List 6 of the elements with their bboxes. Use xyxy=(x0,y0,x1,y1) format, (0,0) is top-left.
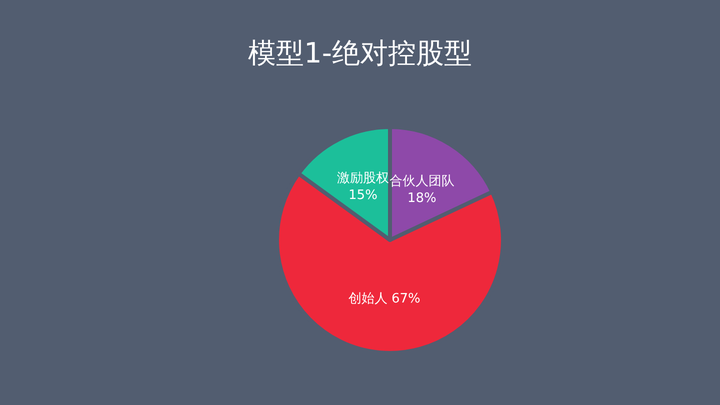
data-label: 15% xyxy=(348,188,378,203)
slice-label: 合伙人团队 xyxy=(389,174,454,189)
data-label: 18% xyxy=(407,190,436,206)
chart-title: 模型1-绝对控股型 xyxy=(248,36,472,70)
slice-label: 激励股权 xyxy=(336,170,389,186)
slice-label: 创始人 67% xyxy=(348,292,420,307)
